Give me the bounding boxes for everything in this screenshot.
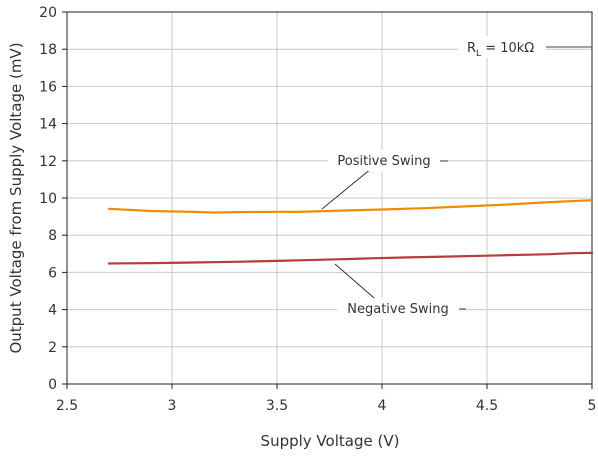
x-tick-label: 4 (378, 398, 387, 414)
y-tick-label: 14 (39, 117, 57, 133)
svg-text:RL = 10kΩ: RL = 10kΩ (467, 41, 534, 59)
y-axis-label: Output Voltage from Supply Voltage (mV) (7, 42, 25, 353)
x-tick-label: 3 (168, 398, 177, 414)
y-tick-label: 12 (39, 154, 57, 170)
rl-symbol: R (467, 41, 476, 56)
x-tick-label: 5 (588, 398, 597, 414)
x-tick-label: 4.5 (476, 398, 498, 414)
y-tick-label: 8 (48, 228, 57, 244)
series-lines (107, 199, 594, 265)
annotation-positive-swing-bg (328, 150, 440, 171)
rl-subscript: L (476, 49, 481, 59)
annotation-negative-swing-bg (337, 298, 459, 319)
x-tick-label: 3.5 (266, 398, 288, 414)
y-tick-label: 18 (39, 42, 57, 58)
axis-ticks: 2.5 3 3.5 4 4.5 5 0 2 4 6 8 10 12 14 16 18 20 (39, 5, 596, 414)
rl-note: RL = 10kΩ (458, 36, 592, 59)
series-line-positive-swing (107, 199, 594, 214)
x-axis-label: Supply Voltage (V) (261, 432, 400, 450)
x-tick-label: 2.5 (56, 398, 78, 414)
y-tick-label: 0 (48, 377, 57, 393)
grid (67, 12, 592, 384)
y-tick-label: 16 (39, 79, 57, 95)
y-tick-label: 2 (48, 340, 57, 356)
annotations: Positive Swing Negative Swing (321, 150, 466, 319)
annotation-negative-swing-label: Negative Swing (347, 302, 448, 317)
series-line-negative-swing (107, 251, 594, 265)
rl-value: = 10kΩ (481, 41, 534, 56)
y-tick-label: 10 (39, 191, 57, 207)
annotation-positive-swing-label: Positive Swing (337, 154, 430, 169)
y-tick-label: 4 (48, 303, 57, 319)
y-tick-label: 20 (39, 5, 57, 21)
annotation-negative-swing-leader (334, 263, 382, 305)
y-tick-label: 6 (48, 265, 57, 281)
annotation-positive-swing-leader (321, 167, 373, 210)
